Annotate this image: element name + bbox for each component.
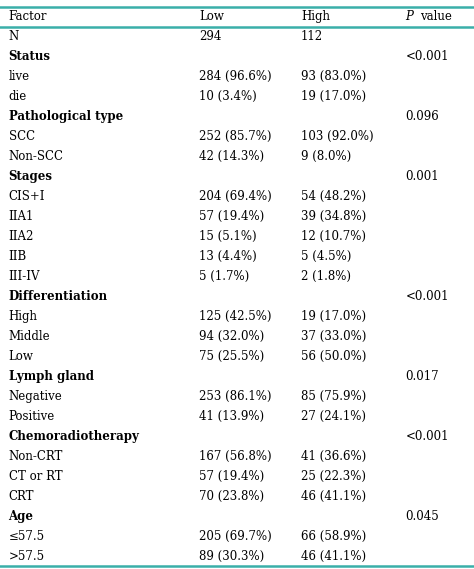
Text: 75 (25.5%): 75 (25.5%) [199,350,264,363]
Text: 70 (23.8%): 70 (23.8%) [199,490,264,503]
Text: 205 (69.7%): 205 (69.7%) [199,530,272,543]
Text: <0.001: <0.001 [405,430,449,443]
Text: Middle: Middle [9,330,50,343]
Text: 56 (50.0%): 56 (50.0%) [301,350,366,363]
Text: High: High [301,10,330,23]
Text: 5 (1.7%): 5 (1.7%) [199,270,249,283]
Text: ≤57.5: ≤57.5 [9,530,45,543]
Text: >57.5: >57.5 [9,550,45,563]
Text: Age: Age [9,510,34,523]
Text: N: N [9,30,19,43]
Text: CIS+I: CIS+I [9,190,45,203]
Text: 42 (14.3%): 42 (14.3%) [199,150,264,163]
Text: 294: 294 [199,30,221,43]
Text: Low: Low [199,10,224,23]
Text: CT or RT: CT or RT [9,470,62,483]
Text: IIA1: IIA1 [9,210,34,223]
Text: 0.096: 0.096 [405,110,439,123]
Text: 57 (19.4%): 57 (19.4%) [199,210,264,223]
Text: value: value [420,10,452,23]
Text: 0.001: 0.001 [405,170,439,183]
Text: Non-SCC: Non-SCC [9,150,64,163]
Text: 89 (30.3%): 89 (30.3%) [199,550,264,563]
Text: Negative: Negative [9,390,62,403]
Text: 39 (34.8%): 39 (34.8%) [301,210,366,223]
Text: 41 (36.6%): 41 (36.6%) [301,450,366,463]
Text: CRT: CRT [9,490,34,503]
Text: 46 (41.1%): 46 (41.1%) [301,550,366,563]
Text: 103 (92.0%): 103 (92.0%) [301,130,374,143]
Text: Chemoradiotherapy: Chemoradiotherapy [9,430,139,443]
Text: 41 (13.9%): 41 (13.9%) [199,410,264,423]
Text: Non-CRT: Non-CRT [9,450,63,463]
Text: 5 (4.5%): 5 (4.5%) [301,250,351,263]
Text: 0.045: 0.045 [405,510,439,523]
Text: 57 (19.4%): 57 (19.4%) [199,470,264,483]
Text: IIA2: IIA2 [9,230,34,243]
Text: 25 (22.3%): 25 (22.3%) [301,470,366,483]
Text: 37 (33.0%): 37 (33.0%) [301,330,366,343]
Text: III-IV: III-IV [9,270,40,283]
Text: Differentiation: Differentiation [9,290,108,303]
Text: 46 (41.1%): 46 (41.1%) [301,490,366,503]
Text: 167 (56.8%): 167 (56.8%) [199,450,272,463]
Text: 94 (32.0%): 94 (32.0%) [199,330,264,343]
Text: 19 (17.0%): 19 (17.0%) [301,90,366,103]
Text: live: live [9,70,30,83]
Text: 66 (58.9%): 66 (58.9%) [301,530,366,543]
Text: 10 (3.4%): 10 (3.4%) [199,90,257,103]
Text: 284 (96.6%): 284 (96.6%) [199,70,272,83]
Text: Low: Low [9,350,33,363]
Text: 13 (4.4%): 13 (4.4%) [199,250,257,263]
Text: 15 (5.1%): 15 (5.1%) [199,230,257,243]
Text: Status: Status [9,50,51,63]
Text: 2 (1.8%): 2 (1.8%) [301,270,351,283]
Text: 27 (24.1%): 27 (24.1%) [301,410,366,423]
Text: 54 (48.2%): 54 (48.2%) [301,190,366,203]
Text: 204 (69.4%): 204 (69.4%) [199,190,272,203]
Text: Stages: Stages [9,170,53,183]
Text: SCC: SCC [9,130,35,143]
Text: IIB: IIB [9,250,27,263]
Text: Positive: Positive [9,410,55,423]
Text: 125 (42.5%): 125 (42.5%) [199,310,272,323]
Text: 12 (10.7%): 12 (10.7%) [301,230,366,243]
Text: Lymph gland: Lymph gland [9,370,93,383]
Text: P: P [405,10,413,23]
Text: 112: 112 [301,30,323,43]
Text: 85 (75.9%): 85 (75.9%) [301,390,366,403]
Text: High: High [9,310,37,323]
Text: 252 (85.7%): 252 (85.7%) [199,130,272,143]
Text: Factor: Factor [9,10,47,23]
Text: Pathological type: Pathological type [9,110,123,123]
Text: 19 (17.0%): 19 (17.0%) [301,310,366,323]
Text: die: die [9,90,27,103]
Text: 93 (83.0%): 93 (83.0%) [301,70,366,83]
Text: <0.001: <0.001 [405,50,449,63]
Text: 253 (86.1%): 253 (86.1%) [199,390,272,403]
Text: 9 (8.0%): 9 (8.0%) [301,150,351,163]
Text: 0.017: 0.017 [405,370,439,383]
Text: <0.001: <0.001 [405,290,449,303]
